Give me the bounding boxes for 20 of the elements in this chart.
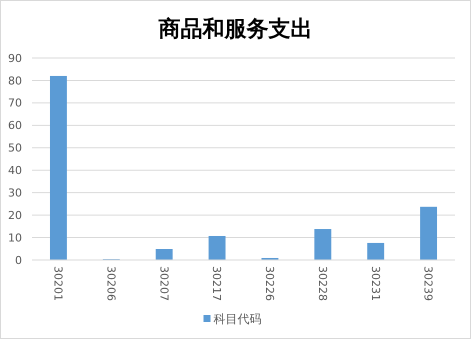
y-tick-label: 0 [15, 254, 22, 267]
y-tick-label: 30 [8, 186, 22, 200]
legend-label: 科目代码 [214, 312, 262, 326]
y-tick-label: 80 [8, 74, 22, 88]
y-tick-label: 20 [8, 208, 22, 222]
y-tick-label: 50 [8, 142, 22, 155]
y-tick-label: 10 [8, 231, 22, 244]
chart-title: 商品和服务支出 [158, 16, 312, 42]
y-tick-label: 60 [8, 119, 22, 132]
x-tick-label: 30228 [316, 266, 329, 301]
x-tick-label: 30206 [104, 266, 118, 301]
x-tick-label: 30231 [368, 266, 382, 301]
y-tick-label: 40 [8, 164, 22, 178]
x-tick-label: 30201 [52, 266, 65, 301]
x-tick-label: 30217 [210, 266, 224, 301]
y-tick-label: 90 [8, 52, 22, 65]
x-tick-label: 30239 [422, 266, 435, 301]
x-tick-label: 30226 [263, 266, 276, 301]
y-tick-label: 70 [8, 96, 22, 110]
x-tick-label: 30207 [157, 266, 170, 301]
